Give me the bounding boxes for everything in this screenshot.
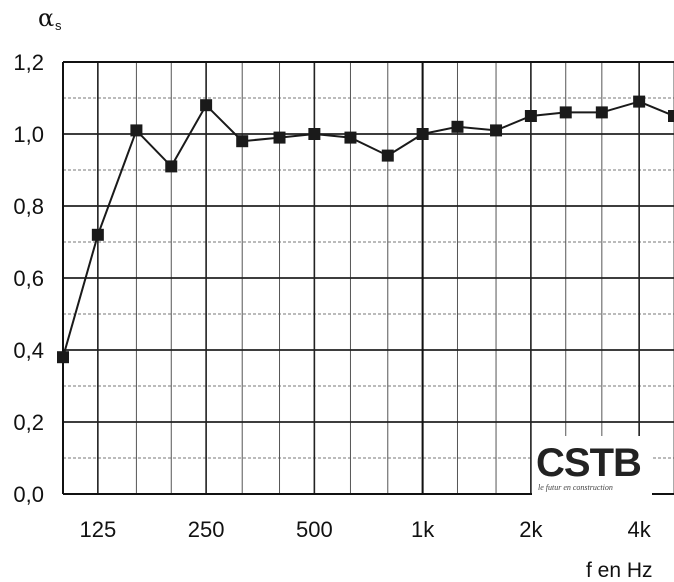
grid — [62, 61, 674, 495]
data-point-marker — [57, 351, 69, 364]
y-tick-label: 1,0 — [13, 122, 44, 147]
y-tick-label: 0,0 — [13, 482, 44, 507]
data-point-marker — [200, 99, 213, 112]
data-point-marker — [524, 110, 537, 122]
y-tick-label: 0,8 — [13, 194, 44, 219]
y-axis-label-subscript: s — [55, 18, 62, 33]
y-axis: 0,0 0,2 0,4 0,6 0,8 1,0 1,2 — [13, 50, 44, 507]
cstb-logo: CSTB le futur en construction — [532, 436, 652, 496]
data-point-marker — [451, 120, 464, 133]
x-tick-label: 2k — [519, 517, 543, 542]
data-point-marker — [559, 106, 572, 119]
y-tick-label: 0,6 — [13, 266, 44, 291]
data-point-marker — [668, 110, 674, 122]
data-point-marker — [416, 128, 429, 140]
x-tick-label: 4k — [628, 517, 652, 542]
data-point-marker — [308, 128, 321, 140]
x-axis: 125 250 500 1k 2k 4k — [79, 517, 651, 542]
data-point-marker — [130, 124, 143, 137]
data-point-marker — [273, 131, 286, 144]
data-point-marker — [344, 131, 357, 144]
y-tick-label: 1,2 — [13, 50, 44, 75]
x-tick-label: 250 — [188, 517, 225, 542]
y-tick-label: 0,2 — [13, 410, 44, 435]
data-point-marker — [165, 160, 178, 173]
x-tick-label: 125 — [79, 517, 116, 542]
logo-tagline: le futur en construction — [538, 483, 613, 492]
data-point-marker — [236, 135, 249, 148]
x-axis-label: f en Hz — [586, 559, 653, 582]
y-tick-label: 0,4 — [13, 338, 44, 363]
logo-text: CSTB — [536, 441, 641, 485]
data-point-marker — [91, 228, 104, 241]
data-point-marker — [381, 149, 394, 162]
data-point-marker — [595, 106, 608, 119]
data-point-marker — [490, 124, 503, 137]
x-tick-label: 500 — [296, 517, 333, 542]
data-point-marker — [633, 95, 646, 108]
x-tick-label: 1k — [411, 517, 435, 542]
data-series — [57, 95, 674, 364]
y-axis-label: α — [38, 4, 54, 32]
series-line — [62, 100, 674, 358]
